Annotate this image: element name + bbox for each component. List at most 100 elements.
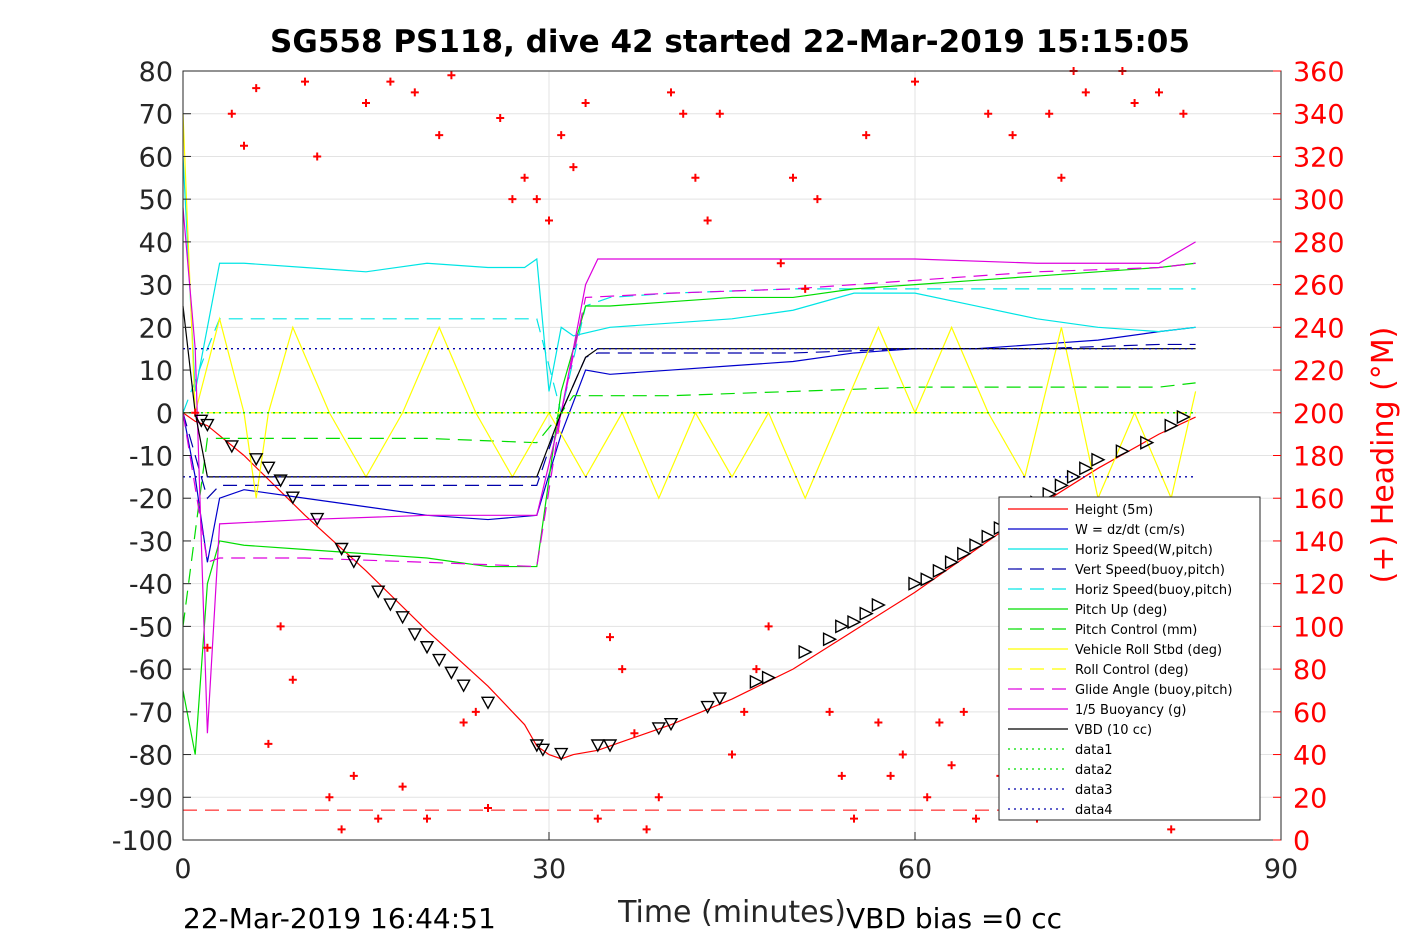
heading-marker (654, 793, 663, 802)
y2-tick-label: 0 (1293, 826, 1310, 857)
vbd-marker (200, 418, 215, 433)
heading-marker (618, 665, 627, 674)
y2-axis-label: (+) Heading (°M) (1366, 327, 1401, 584)
vbd-marker (407, 628, 422, 642)
vbd-marker (285, 491, 300, 505)
vbd-marker (932, 563, 947, 578)
vbd-marker (419, 641, 435, 655)
heading-marker (1081, 88, 1090, 97)
legend-label: W = dz/dt (cm/s) (1075, 523, 1185, 538)
y-tick-label: -30 (129, 527, 173, 558)
vbd-marker (908, 576, 923, 591)
heading-marker (972, 814, 980, 823)
heading-marker (740, 707, 749, 716)
vbd-marker (535, 743, 551, 757)
heading-marker (264, 739, 273, 748)
vbd-marker (712, 692, 727, 706)
legend-label: Vehicle Roll Stbd (deg) (1075, 643, 1222, 658)
vbd-marker (969, 538, 984, 553)
y-tick-label: -10 (129, 442, 173, 473)
vbd-marker (554, 747, 569, 762)
heading-marker (459, 718, 468, 727)
footer-vbd-bias: VBD bias =0 cc (846, 902, 1062, 935)
heading-marker (1167, 825, 1176, 834)
heading-marker (203, 643, 212, 652)
y2-axis-ticks: 3603403203002802602402202001801601401201… (1273, 57, 1345, 857)
heading-marker (825, 707, 834, 716)
heading-marker (630, 729, 639, 738)
legend-label: Horiz Speed(W,pitch) (1075, 543, 1213, 558)
heading-marker (813, 195, 822, 204)
vbd-marker (224, 440, 239, 454)
heading-marker (789, 173, 797, 182)
heading-marker (386, 77, 395, 86)
heading-marker (911, 77, 919, 86)
heading-marker (837, 771, 846, 780)
heading-marker (984, 109, 993, 118)
y2-tick-label: 60 (1293, 698, 1327, 729)
heading-marker (349, 771, 358, 780)
heading-marker (850, 814, 858, 823)
legend-label: VBD (10 cc) (1075, 723, 1152, 738)
heading-marker (581, 99, 590, 108)
series-line-5 (182, 262, 1196, 755)
heading-marker (593, 814, 602, 823)
vbd-marker (1176, 409, 1191, 425)
vbd-marker (529, 739, 544, 753)
footer-timestamp: 22-Mar-2019 16:44:51 (183, 902, 496, 935)
heading-marker (801, 284, 810, 293)
heading-marker (545, 216, 553, 225)
legend-label: data2 (1075, 763, 1113, 778)
vbd-marker (1115, 444, 1130, 459)
y-tick-label: -70 (129, 698, 173, 729)
vbd-marker (602, 739, 618, 753)
vbd-marker (651, 722, 666, 736)
heading-marker (447, 71, 456, 80)
heading-marker (288, 675, 297, 684)
heading-marker (520, 173, 529, 182)
series-line-9 (182, 262, 1196, 568)
y-tick-label: -90 (129, 783, 173, 814)
y2-tick-label: 20 (1293, 783, 1327, 814)
y2-tick-label: 180 (1293, 442, 1345, 473)
x-axis-ticks: 0 30 60 90 (174, 832, 1298, 885)
heading-marker (1008, 131, 1017, 140)
y2-tick-label: 340 (1293, 100, 1345, 131)
y-tick-label: -60 (129, 655, 173, 686)
vbd-marker (346, 555, 361, 569)
vbd-marker (663, 717, 679, 732)
heading-marker (423, 814, 431, 823)
vbd-marker (194, 414, 209, 428)
y-tick-label: 80 (139, 57, 173, 88)
y-tick-label: 0 (156, 399, 173, 430)
y2-tick-label: 360 (1293, 57, 1345, 88)
vbd-marker (1054, 478, 1069, 493)
legend-label: 1/5 Buoyancy (g) (1075, 703, 1186, 718)
y-tick-label: -50 (129, 612, 173, 643)
heading-marker (947, 761, 956, 770)
vbd-marker (822, 632, 838, 647)
heading-marker (484, 803, 492, 812)
vbd-marker (871, 597, 886, 613)
y2-tick-label: 200 (1293, 399, 1345, 430)
legend-label: Vert Speed(buoy,pitch) (1075, 563, 1225, 578)
heading-marker (752, 665, 761, 674)
vbd-marker (1164, 418, 1179, 433)
heading-marker (1179, 109, 1188, 118)
vbd-marker (261, 461, 276, 475)
y2-tick-label: 260 (1293, 271, 1345, 302)
legend-label: data4 (1075, 803, 1113, 818)
vbd-marker (835, 619, 850, 634)
series-line-6 (182, 382, 1196, 627)
heading-marker (569, 163, 578, 172)
series-line-0 (182, 412, 1196, 760)
x-axis-label: Time (minutes) (617, 895, 846, 930)
legend-label: data3 (1075, 783, 1113, 798)
heading-marker (557, 131, 566, 140)
y2-tick-label: 300 (1293, 185, 1345, 216)
vbd-marker (334, 542, 349, 556)
vbd-marker (310, 512, 325, 527)
heading-marker (1130, 99, 1139, 108)
series-line-1 (182, 326, 1196, 563)
